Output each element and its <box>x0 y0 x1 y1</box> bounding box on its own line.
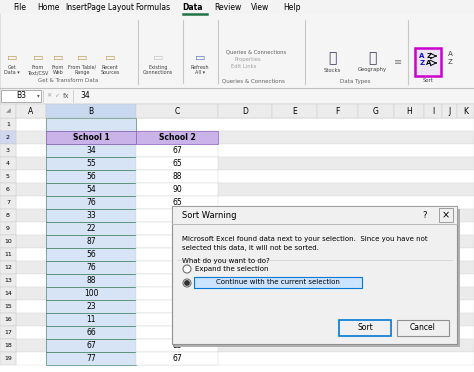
Text: 83: 83 <box>172 224 182 233</box>
FancyBboxPatch shape <box>194 277 362 288</box>
FancyBboxPatch shape <box>16 196 474 209</box>
Text: Stocks: Stocks <box>323 67 341 73</box>
Text: ▭: ▭ <box>195 53 205 63</box>
FancyBboxPatch shape <box>16 118 474 131</box>
FancyBboxPatch shape <box>16 104 46 118</box>
Text: 17: 17 <box>4 330 12 335</box>
Text: 87: 87 <box>86 237 96 246</box>
FancyBboxPatch shape <box>1 90 41 102</box>
FancyBboxPatch shape <box>16 300 474 313</box>
FancyBboxPatch shape <box>0 300 16 313</box>
FancyBboxPatch shape <box>46 104 136 118</box>
Text: ◢: ◢ <box>6 109 10 113</box>
FancyBboxPatch shape <box>172 206 457 344</box>
Text: Geography: Geography <box>357 67 387 73</box>
FancyBboxPatch shape <box>0 339 16 352</box>
FancyBboxPatch shape <box>46 352 136 365</box>
Text: 88: 88 <box>86 276 96 285</box>
Text: 34: 34 <box>86 146 96 155</box>
Text: Z: Z <box>419 60 425 66</box>
Text: Home: Home <box>37 3 59 12</box>
Text: 65: 65 <box>172 198 182 207</box>
Text: 2: 2 <box>6 135 10 140</box>
Text: 56: 56 <box>86 250 96 259</box>
Text: 34: 34 <box>80 92 90 100</box>
Text: 22: 22 <box>86 224 96 233</box>
FancyBboxPatch shape <box>16 235 474 248</box>
FancyBboxPatch shape <box>16 313 474 326</box>
Text: 88: 88 <box>172 172 182 181</box>
FancyBboxPatch shape <box>424 104 442 118</box>
Text: Formulas: Formulas <box>136 3 171 12</box>
Text: 77: 77 <box>86 354 96 363</box>
Text: Sort Warning: Sort Warning <box>182 211 237 219</box>
FancyBboxPatch shape <box>46 157 136 170</box>
FancyBboxPatch shape <box>0 88 474 104</box>
Text: C: C <box>174 106 180 115</box>
Text: ▭: ▭ <box>7 53 17 63</box>
FancyBboxPatch shape <box>136 352 218 365</box>
Text: From
Web: From Web <box>52 65 64 76</box>
Text: Existing
Connections: Existing Connections <box>143 65 173 76</box>
Text: 66: 66 <box>172 276 182 285</box>
Circle shape <box>185 281 189 285</box>
Text: F: F <box>335 106 340 115</box>
Text: 33: 33 <box>86 211 96 220</box>
FancyBboxPatch shape <box>136 287 218 300</box>
FancyBboxPatch shape <box>46 339 136 352</box>
Text: 80: 80 <box>172 302 182 311</box>
FancyBboxPatch shape <box>0 326 16 339</box>
FancyBboxPatch shape <box>0 209 16 222</box>
Text: 90: 90 <box>172 185 182 194</box>
Text: File: File <box>13 3 27 12</box>
Text: A: A <box>426 60 432 66</box>
Text: G: G <box>373 106 379 115</box>
FancyBboxPatch shape <box>136 157 218 170</box>
FancyBboxPatch shape <box>442 104 457 118</box>
FancyBboxPatch shape <box>136 248 218 261</box>
Text: Z: Z <box>427 53 432 59</box>
Text: 7: 7 <box>6 200 10 205</box>
FancyBboxPatch shape <box>16 222 474 235</box>
Text: 67: 67 <box>86 341 96 350</box>
Text: H: H <box>406 106 412 115</box>
Text: ⛉: ⛉ <box>368 51 376 65</box>
Text: ▭: ▭ <box>153 53 163 63</box>
Text: 76: 76 <box>86 263 96 272</box>
Text: Refresh
All ▾: Refresh All ▾ <box>191 65 209 76</box>
FancyBboxPatch shape <box>0 104 16 118</box>
FancyBboxPatch shape <box>136 104 218 118</box>
Text: 11: 11 <box>86 315 96 324</box>
Text: I: I <box>432 106 434 115</box>
FancyBboxPatch shape <box>46 131 136 144</box>
Text: School 2: School 2 <box>159 133 195 142</box>
Text: ▾: ▾ <box>36 93 39 99</box>
Text: Data Types: Data Types <box>340 78 370 83</box>
Text: Insert: Insert <box>65 3 87 12</box>
FancyBboxPatch shape <box>394 104 424 118</box>
Text: Recent
Sources: Recent Sources <box>100 65 120 76</box>
FancyBboxPatch shape <box>136 300 218 313</box>
Text: A
Z: A Z <box>447 51 453 64</box>
Text: 8: 8 <box>6 213 10 218</box>
FancyBboxPatch shape <box>0 196 16 209</box>
FancyBboxPatch shape <box>16 144 474 157</box>
FancyBboxPatch shape <box>0 170 16 183</box>
Text: 86: 86 <box>172 328 182 337</box>
FancyBboxPatch shape <box>136 170 218 183</box>
Text: Queries & Connections: Queries & Connections <box>226 49 286 55</box>
FancyBboxPatch shape <box>16 131 474 144</box>
FancyBboxPatch shape <box>46 209 136 222</box>
Text: Edit Links: Edit Links <box>231 64 257 68</box>
Text: 66: 66 <box>86 328 96 337</box>
FancyBboxPatch shape <box>136 326 218 339</box>
FancyBboxPatch shape <box>46 300 136 313</box>
FancyBboxPatch shape <box>136 313 218 326</box>
Text: J: J <box>448 106 451 115</box>
FancyBboxPatch shape <box>16 209 474 222</box>
FancyBboxPatch shape <box>46 274 136 287</box>
Text: Cancel: Cancel <box>410 324 436 333</box>
FancyBboxPatch shape <box>46 144 136 157</box>
FancyBboxPatch shape <box>16 339 474 352</box>
